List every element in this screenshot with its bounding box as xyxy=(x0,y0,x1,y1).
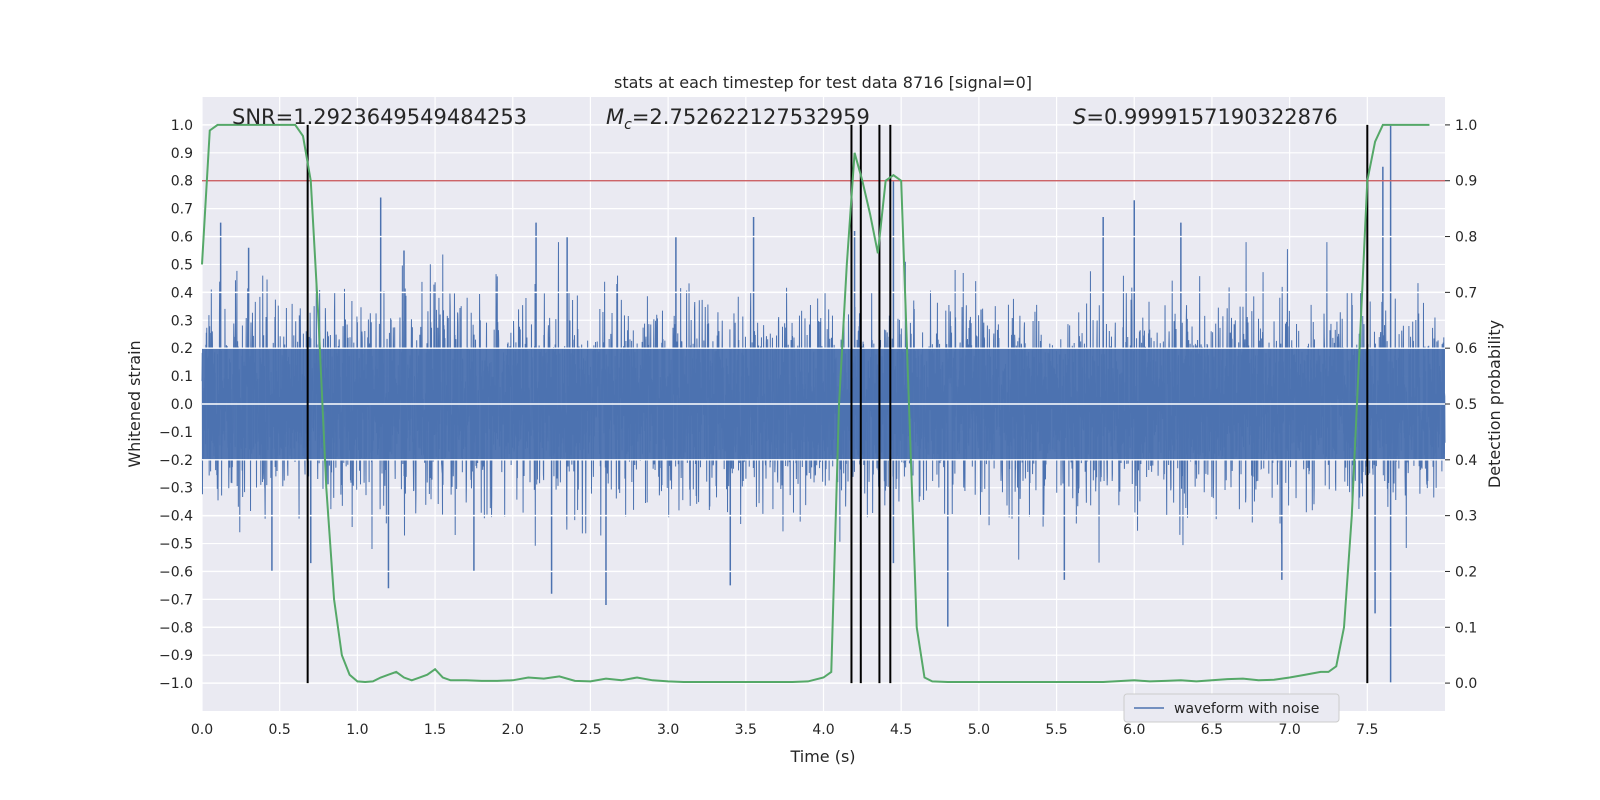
grid-overlay xyxy=(202,124,1445,684)
x-tick-label: 6.5 xyxy=(1201,722,1223,738)
y2-axis-label: Detection probability xyxy=(1485,320,1504,488)
x-axis-label: Time (s) xyxy=(789,747,855,766)
y-tick-label: 0.0 xyxy=(171,397,193,413)
legend-box xyxy=(1123,693,1340,723)
x-axis-ticks: 0.0 0.5 1.0 1.5 2.0 2.5 3.0 3.5 4.0 4.5 5.0 5.5 6.0 6… xyxy=(191,722,1379,738)
y-tick-label: 0.4 xyxy=(171,285,193,301)
x-tick-label: 0.5 xyxy=(269,722,291,738)
s-annotation: S=0.9999157190322876 xyxy=(1073,105,1338,129)
y-tick-label: 1.0 xyxy=(171,118,193,134)
y-tick-label: 0.5 xyxy=(171,257,193,273)
chirp-mass-subscript: c xyxy=(624,117,632,133)
x-tick-label: 4.5 xyxy=(890,722,912,738)
y-tick-label: −0.8 xyxy=(159,620,193,636)
y-tick-label: −0.4 xyxy=(159,509,193,525)
snr-annotation: SNR=1.2923649549484253 xyxy=(232,105,527,129)
x-tick-label: 3.5 xyxy=(735,722,757,738)
y2-tick-label: 0.3 xyxy=(1455,509,1477,525)
y-tick-label: 0.7 xyxy=(171,202,193,218)
y2-tick-label: 0.4 xyxy=(1455,453,1477,469)
y2-axis-ticks: 1.0 0.9 0.8 0.7 0.6 0.5 0.4 0.3 0.2 0.1 0.0 xyxy=(1445,118,1477,692)
x-tick-label: 0.0 xyxy=(191,722,213,738)
y-tick-label: 0.8 xyxy=(171,174,193,190)
x-tick-label: 2.0 xyxy=(502,722,524,738)
y2-tick-label: 0.6 xyxy=(1455,341,1477,357)
chart-title: stats at each timestep for test data 871… xyxy=(614,73,1032,92)
legend: waveform with noise xyxy=(1123,693,1340,723)
y-tick-label: −0.1 xyxy=(159,425,193,441)
x-tick-label: 1.5 xyxy=(424,722,446,738)
x-tick-label: 2.5 xyxy=(579,722,601,738)
y2-tick-label: 0.0 xyxy=(1455,676,1477,692)
y2-tick-label: 0.7 xyxy=(1455,285,1477,301)
marker-lines xyxy=(306,124,1369,684)
y-tick-label: 0.9 xyxy=(171,146,193,162)
y2-tick-label: 0.9 xyxy=(1455,174,1477,190)
y-tick-label: −0.6 xyxy=(159,564,193,580)
x-tick-label: 3.0 xyxy=(657,722,679,738)
x-tick-label: 5.0 xyxy=(968,722,990,738)
x-tick-label: 5.5 xyxy=(1045,722,1067,738)
y-tick-label: −0.3 xyxy=(159,481,193,497)
legend-label: waveform with noise xyxy=(1174,701,1319,717)
y2-tick-label: 0.1 xyxy=(1455,620,1477,636)
y-tick-label: −1.0 xyxy=(159,676,193,692)
y2-tick-label: 0.5 xyxy=(1455,397,1477,413)
y-tick-label: 0.6 xyxy=(171,230,193,246)
s-value: =0.9999157190322876 xyxy=(1086,105,1337,129)
x-tick-label: 6.0 xyxy=(1123,722,1145,738)
chirp-mass-value: =2.752622127532959 xyxy=(632,105,870,129)
x-tick-label: 7.0 xyxy=(1278,722,1300,738)
chirp-mass-annotation: Mc=2.752622127532959 xyxy=(606,105,870,133)
y2-tick-label: 1.0 xyxy=(1455,118,1477,134)
y2-tick-label: 0.2 xyxy=(1455,564,1477,580)
y-axis-ticks: 1.0 0.9 0.8 0.7 0.6 0.5 0.4 0.3 0.2 0.1 0.0 −0.1 −0.… xyxy=(159,118,193,692)
s-symbol: S xyxy=(1073,105,1086,129)
x-tick-label: 7.5 xyxy=(1356,722,1378,738)
y-tick-label: 0.1 xyxy=(171,369,193,385)
y-tick-label: −0.2 xyxy=(159,453,193,469)
chirp-mass-symbol: M xyxy=(606,105,624,129)
detection-probability-line xyxy=(201,123,1430,683)
x-tick-label: 1.0 xyxy=(346,722,368,738)
x-tick-label: 4.0 xyxy=(812,722,834,738)
y-tick-label: −0.9 xyxy=(159,648,193,664)
y-tick-label: 0.2 xyxy=(171,341,193,357)
y2-tick-label: 0.8 xyxy=(1455,230,1477,246)
y-tick-label: 0.3 xyxy=(171,313,193,329)
y-axis-label: Whitened strain xyxy=(125,340,144,467)
y-tick-label: −0.7 xyxy=(159,592,193,608)
y-tick-label: −0.5 xyxy=(159,537,193,553)
